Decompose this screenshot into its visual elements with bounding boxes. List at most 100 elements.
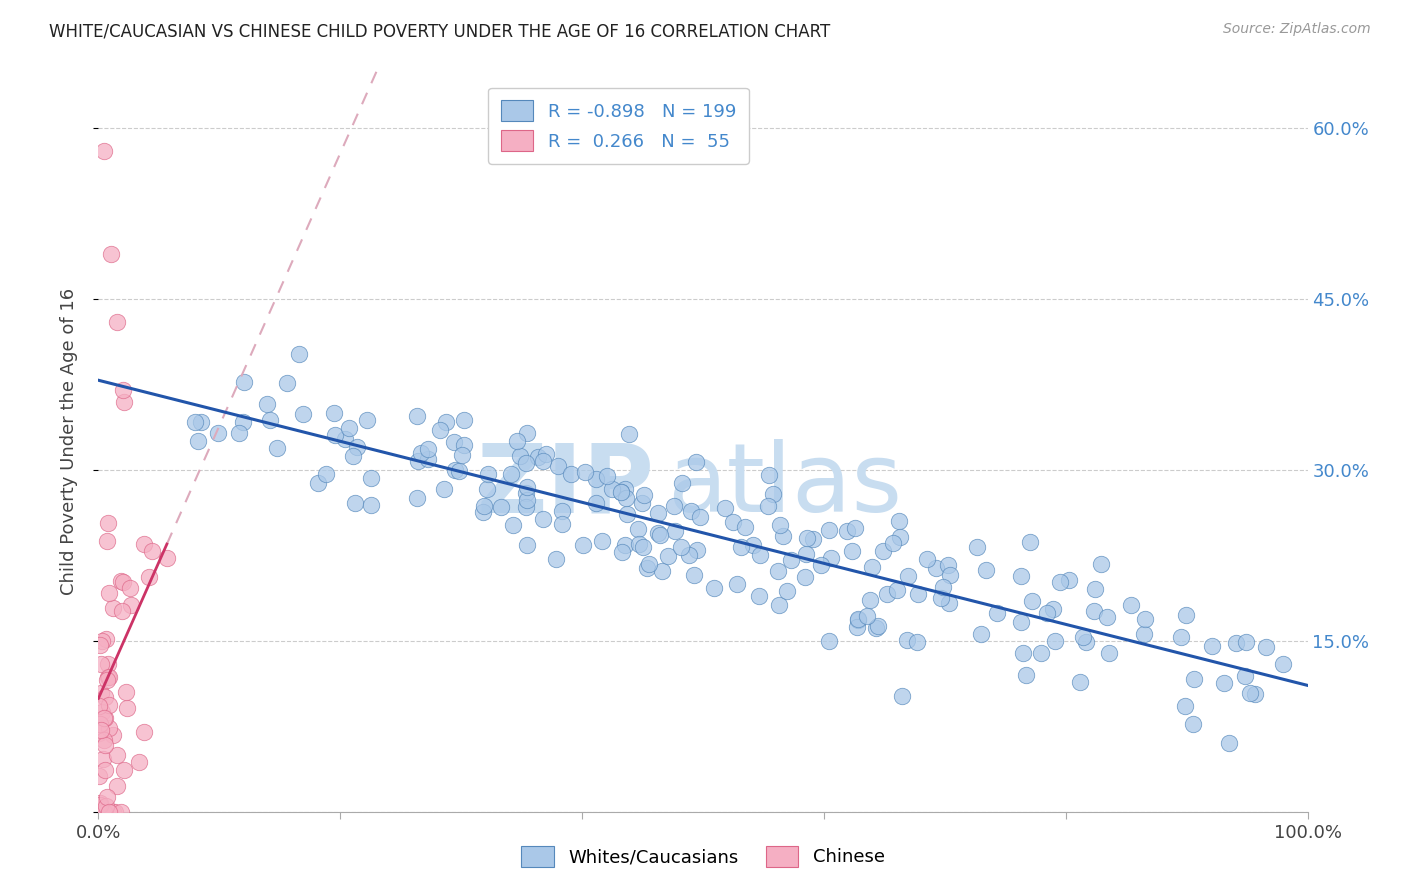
Point	[585, 472, 607, 486]
Point	[679, 504, 702, 518]
Point	[89, 638, 111, 652]
Point	[97, 516, 120, 530]
Point	[1095, 610, 1118, 624]
Point	[600, 482, 623, 496]
Point	[631, 541, 654, 555]
Point	[846, 613, 869, 627]
Point	[266, 442, 288, 456]
Point	[897, 569, 920, 583]
Point	[612, 545, 634, 559]
Point	[93, 805, 115, 819]
Point	[614, 491, 637, 505]
Point	[471, 504, 494, 518]
Point	[876, 587, 898, 601]
Point	[120, 598, 142, 612]
Point	[848, 611, 870, 625]
Point	[794, 548, 817, 562]
Point	[531, 453, 554, 467]
Point	[96, 799, 118, 814]
Point	[228, 425, 250, 440]
Point	[637, 557, 659, 571]
Point	[531, 512, 554, 526]
Point	[779, 553, 801, 567]
Point	[98, 721, 121, 735]
Point	[477, 467, 499, 481]
Point	[657, 549, 679, 563]
Point	[818, 523, 841, 537]
Point	[685, 455, 707, 469]
Point	[855, 609, 877, 624]
Point	[232, 415, 254, 429]
Point	[90, 634, 112, 648]
Point	[574, 465, 596, 479]
Point	[1213, 676, 1236, 690]
Point	[405, 409, 427, 424]
Point	[1135, 612, 1157, 626]
Point	[1225, 636, 1247, 650]
Point	[1175, 608, 1198, 623]
Point	[1170, 631, 1192, 645]
Point	[1074, 635, 1097, 649]
Point	[515, 485, 537, 500]
Point	[184, 415, 207, 429]
Point	[613, 538, 636, 552]
Point	[1021, 593, 1043, 607]
Point	[276, 376, 298, 391]
Point	[360, 498, 382, 512]
Point	[664, 524, 686, 539]
Point	[98, 670, 121, 684]
Point	[896, 632, 918, 647]
Point	[662, 499, 685, 513]
Point	[1218, 736, 1240, 750]
Point	[89, 725, 111, 739]
Point	[929, 591, 952, 606]
Point	[1201, 639, 1223, 653]
Point	[810, 558, 832, 573]
Point	[94, 763, 117, 777]
Point	[100, 246, 122, 260]
Point	[596, 468, 619, 483]
Point	[406, 491, 429, 505]
Point	[1042, 602, 1064, 616]
Point	[889, 514, 911, 528]
Point	[128, 755, 150, 769]
Point	[101, 601, 124, 615]
Point	[406, 454, 429, 468]
Point	[1010, 615, 1032, 629]
Point	[534, 447, 557, 461]
Point	[647, 506, 669, 520]
Point	[986, 607, 1008, 621]
Point	[1036, 607, 1059, 621]
Point	[96, 790, 118, 805]
Point	[105, 747, 128, 762]
Point	[766, 564, 789, 578]
Point	[346, 440, 368, 454]
Point	[966, 541, 988, 555]
Point	[444, 462, 467, 476]
Point	[939, 568, 962, 582]
Point	[96, 673, 118, 688]
Point	[627, 522, 650, 536]
Point	[768, 598, 790, 612]
Point	[111, 384, 134, 398]
Point	[97, 657, 120, 672]
Point	[516, 538, 538, 552]
Point	[628, 537, 651, 551]
Point	[917, 552, 939, 566]
Point	[631, 496, 654, 510]
Point	[969, 627, 991, 641]
Point	[101, 728, 124, 742]
Point	[356, 413, 378, 427]
Point	[105, 315, 128, 329]
Point	[112, 575, 135, 590]
Point	[801, 532, 824, 546]
Point	[1014, 667, 1036, 681]
Point	[725, 577, 748, 591]
Point	[844, 521, 866, 535]
Point	[96, 534, 118, 549]
Point	[115, 684, 138, 698]
Legend: Whites/Caucasians, Chinese: Whites/Caucasians, Chinese	[515, 838, 891, 874]
Point	[1182, 672, 1205, 686]
Point	[477, 482, 499, 496]
Point	[762, 487, 785, 501]
